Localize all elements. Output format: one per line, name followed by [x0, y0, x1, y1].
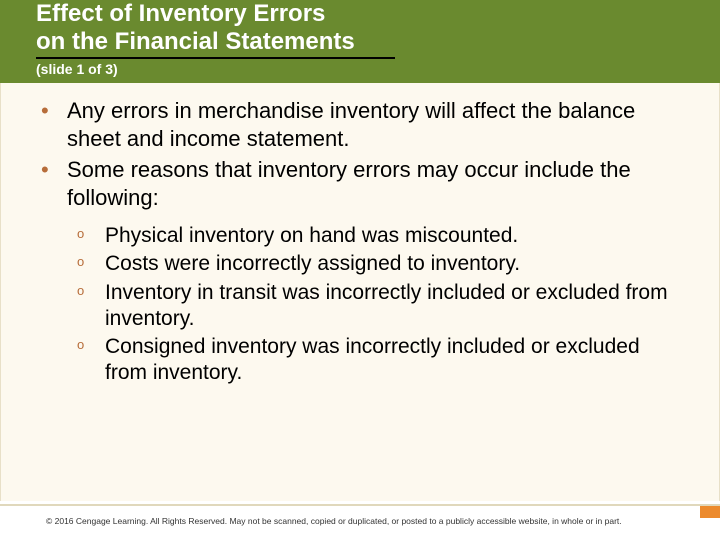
title-line-1: Effect of Inventory Errors [36, 0, 720, 28]
sub-bullet-item: Physical inventory on hand was miscounte… [75, 223, 683, 249]
sub-bullet-item: Costs were incorrectly assigned to inven… [75, 251, 683, 277]
slide-indicator: (slide 1 of 3) [36, 61, 720, 77]
main-bullet-list: Any errors in merchandise inventory will… [37, 97, 683, 211]
slide-header: Effect of Inventory Errors on the Financ… [0, 0, 720, 83]
sub-bullet-item: Consigned inventory was incorrectly incl… [75, 334, 683, 387]
title-line-2: on the Financial Statements [36, 28, 395, 60]
copyright-text: © 2016 Cengage Learning. All Rights Rese… [46, 516, 622, 526]
slide-content: Any errors in merchandise inventory will… [0, 83, 720, 501]
main-bullet-item: Any errors in merchandise inventory will… [37, 97, 683, 152]
sub-bullet-list: Physical inventory on hand was miscounte… [75, 223, 683, 387]
main-bullet-item: Some reasons that inventory errors may o… [37, 156, 683, 211]
sub-bullet-item: Inventory in transit was incorrectly inc… [75, 280, 683, 333]
slide-footer: © 2016 Cengage Learning. All Rights Rese… [0, 504, 720, 540]
footer-accent [700, 506, 720, 518]
